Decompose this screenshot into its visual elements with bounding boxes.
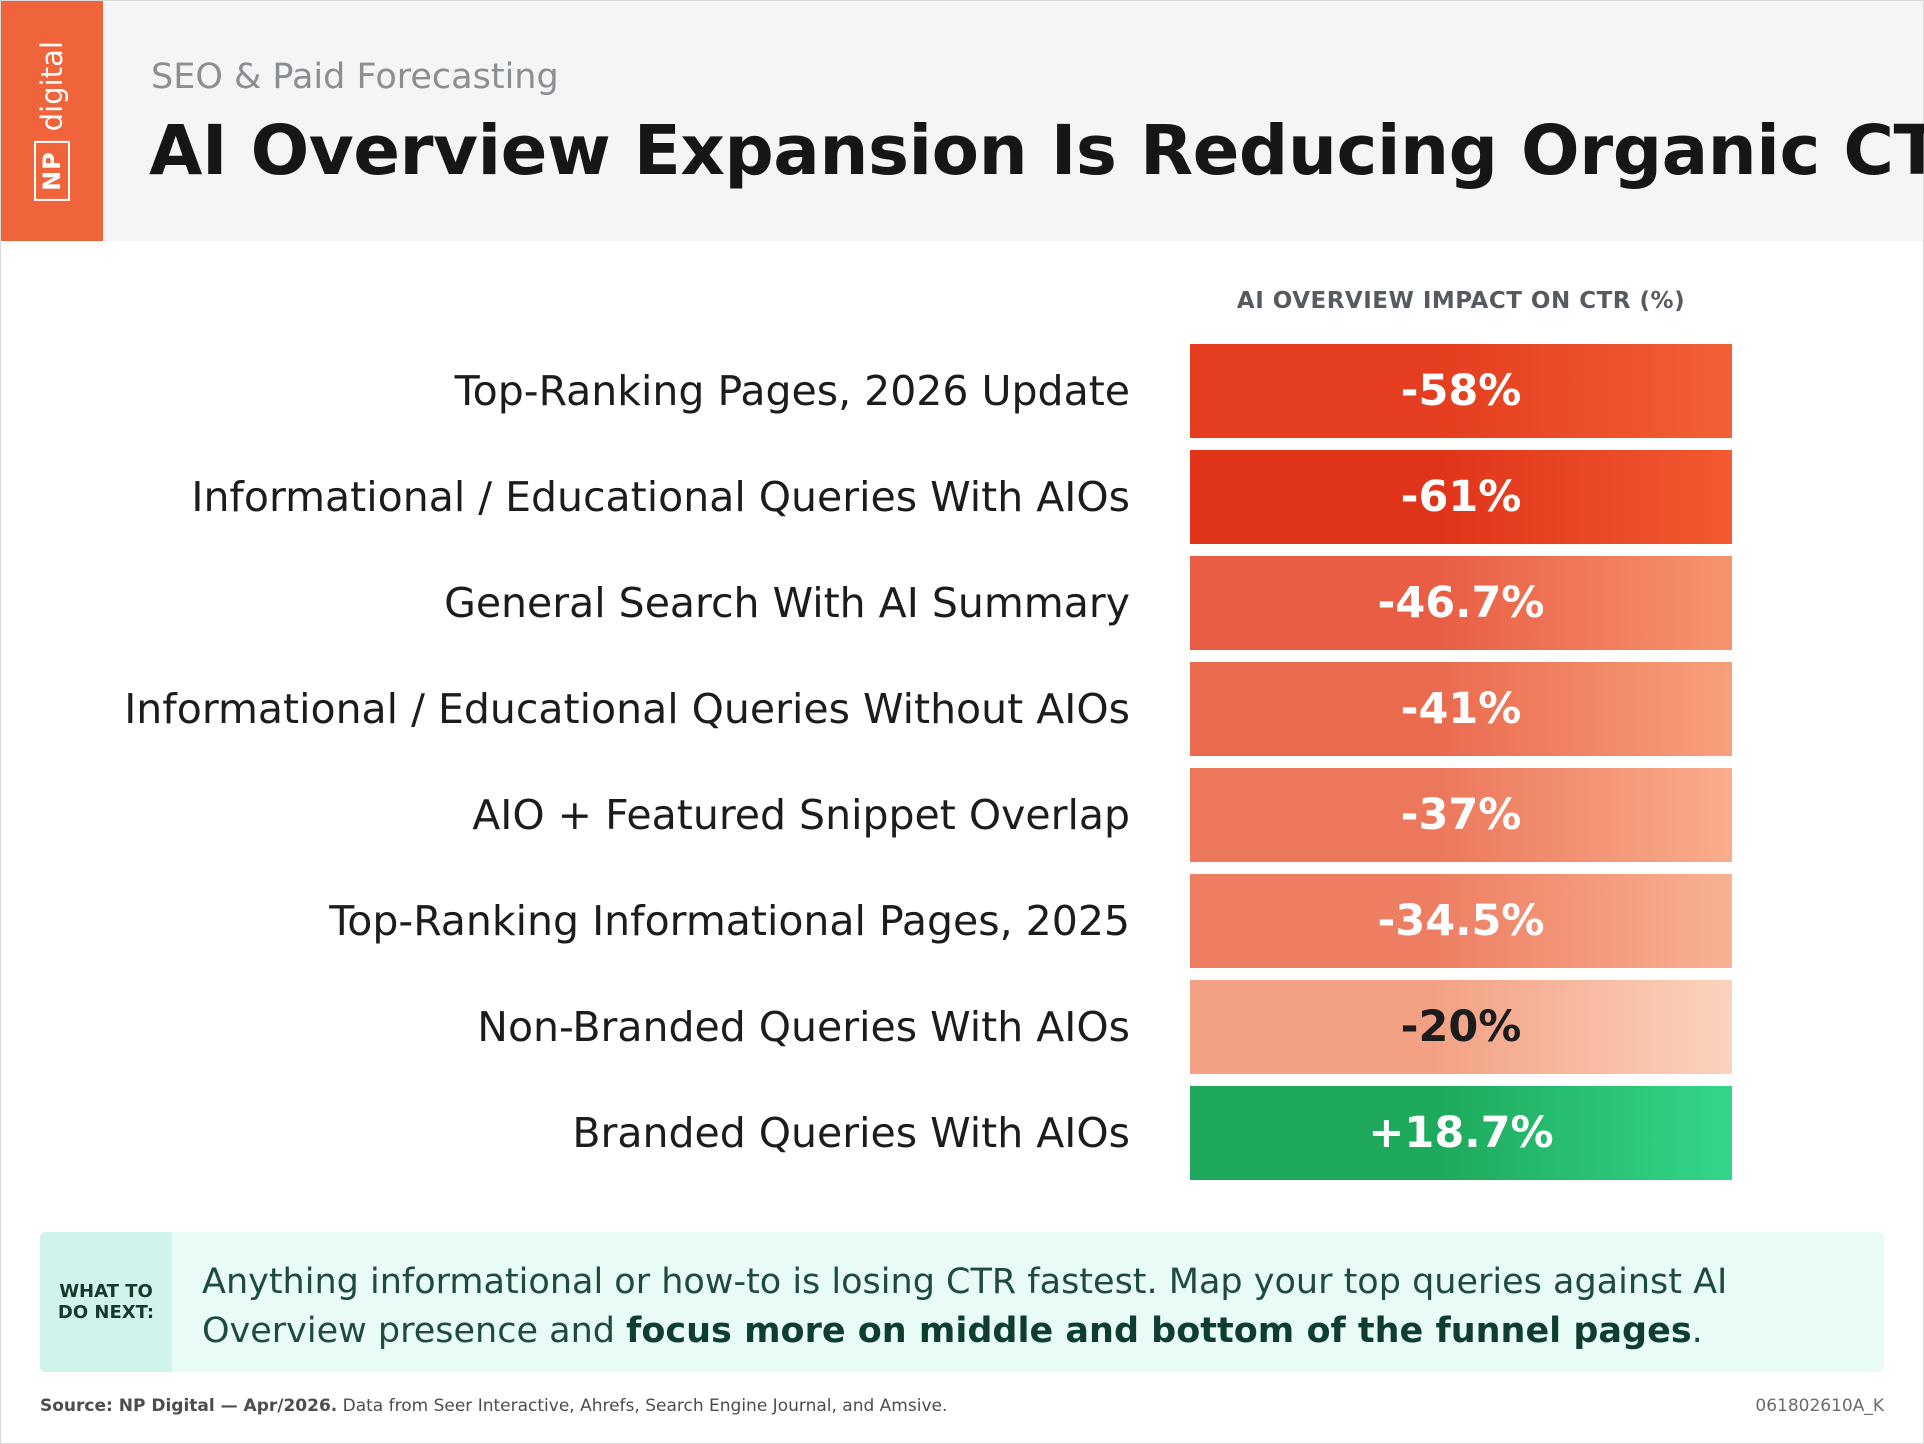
callout-tag: WHAT TO DO NEXT: <box>40 1232 172 1372</box>
chart-row: Top-Ranking Pages, 2026 Update -58% <box>0 344 1924 438</box>
value-label: +18.7% <box>1368 1108 1554 1158</box>
value-label: -46.7% <box>1377 578 1545 628</box>
callout-text: Anything informational or how-to is losi… <box>202 1258 1842 1356</box>
row-label: Non-Branded Queries With AIOs <box>477 1003 1130 1051</box>
callout-text-end: . <box>1691 1311 1703 1351</box>
chart-row: Non-Branded Queries With AIOs -20% <box>0 980 1924 1074</box>
value-label: -34.5% <box>1377 896 1545 946</box>
value-label: -37% <box>1400 790 1522 840</box>
callout-text-bold: focus more on middle and bottom of the f… <box>626 1311 1692 1351</box>
chart-row: Informational / Educational Queries With… <box>0 662 1924 756</box>
callout-text-plain: Anything informational or how-to is losi… <box>202 1262 1728 1351</box>
what-to-do-next-callout: WHAT TO DO NEXT: Anything informational o… <box>40 1232 1884 1372</box>
value-label: -20% <box>1400 1002 1522 1052</box>
row-label: Top-Ranking Informational Pages, 2025 <box>329 897 1130 945</box>
value-bar: -46.7% <box>1190 556 1732 650</box>
chart-row: Branded Queries With AIOs +18.7% <box>0 1086 1924 1180</box>
source-note: Source: NP Digital — Apr/2026. Data from… <box>40 1396 947 1416</box>
value-bar: -37% <box>1190 768 1732 862</box>
column-header: AI OVERVIEW IMPACT ON CTR (%) <box>1236 288 1686 314</box>
value-bar: -58% <box>1190 344 1732 438</box>
chart-row: Informational / Educational Queries With… <box>0 450 1924 544</box>
callout-tag-line2: DO NEXT: <box>57 1302 155 1323</box>
row-label: Informational / Educational Queries With… <box>124 685 1130 733</box>
value-bar: -61% <box>1190 450 1732 544</box>
row-label: AIO + Featured Snippet Overlap <box>472 791 1130 839</box>
value-bar: -41% <box>1190 662 1732 756</box>
source-rest: Data from Seer Interactive, Ahrefs, Sear… <box>337 1396 948 1416</box>
graphic-code: 061802610A_K <box>1755 1396 1884 1416</box>
value-bar: +18.7% <box>1190 1086 1732 1180</box>
row-label: Branded Queries With AIOs <box>572 1109 1130 1157</box>
logo-np-mark: NP <box>34 141 70 201</box>
row-label: Informational / Educational Queries With… <box>191 473 1130 521</box>
chart-row: Top-Ranking Informational Pages, 2025 -34… <box>0 874 1924 968</box>
value-label: -58% <box>1400 366 1522 416</box>
value-label: -61% <box>1400 472 1522 522</box>
chart-row: AIO + Featured Snippet Overlap -37% <box>0 768 1924 862</box>
logo-wordmark: digital <box>35 41 69 132</box>
value-label: -41% <box>1400 684 1522 734</box>
source-bold: Source: NP Digital — Apr/2026. <box>40 1396 338 1416</box>
np-digital-logo: NP digital <box>1 1 103 241</box>
row-label: General Search With AI Summary <box>444 579 1130 627</box>
page-title: AI Overview Expansion Is Reducing Organi… <box>149 111 1924 191</box>
value-bar: -20% <box>1190 980 1732 1074</box>
subtitle: SEO & Paid Forecasting <box>151 57 559 97</box>
row-label: Top-Ranking Pages, 2026 Update <box>454 367 1130 415</box>
callout-tag-line1: WHAT TO <box>59 1281 153 1302</box>
chart-row: General Search With AI Summary -46.7% <box>0 556 1924 650</box>
value-bar: -34.5% <box>1190 874 1732 968</box>
header: SEO & Paid Forecasting AI Overview Expan… <box>1 1 1924 241</box>
